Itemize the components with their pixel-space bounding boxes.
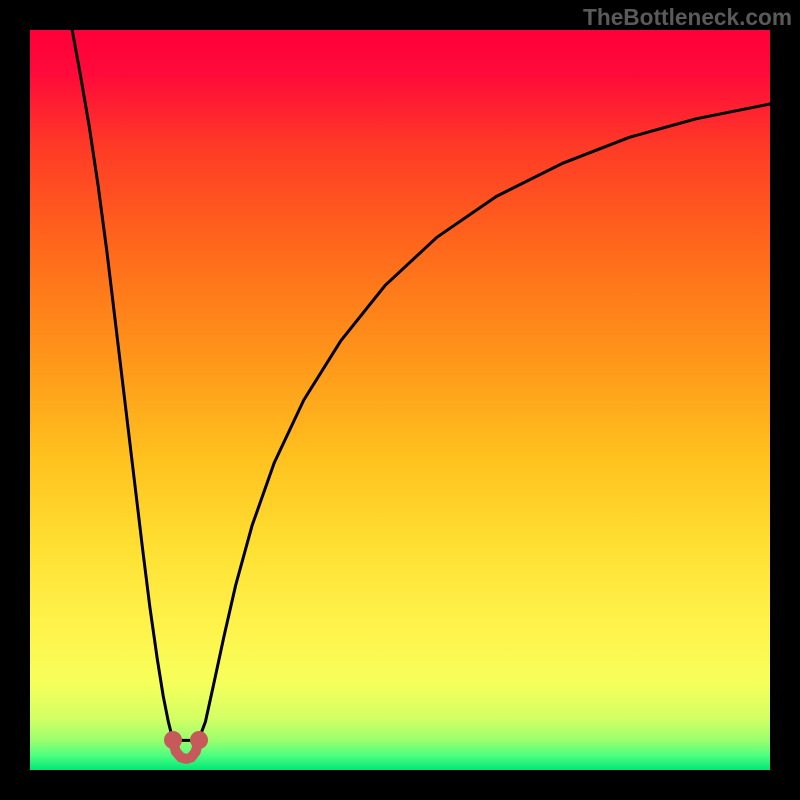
dip-marker-2: [190, 731, 208, 749]
bottleneck-curve: [72, 30, 770, 740]
curve-layer: [30, 30, 770, 770]
chart-canvas: TheBottleneck.com: [0, 0, 800, 800]
plot-area: [30, 30, 770, 770]
dip-marker-1: [164, 731, 182, 749]
watermark-text: TheBottleneck.com: [583, 4, 792, 31]
